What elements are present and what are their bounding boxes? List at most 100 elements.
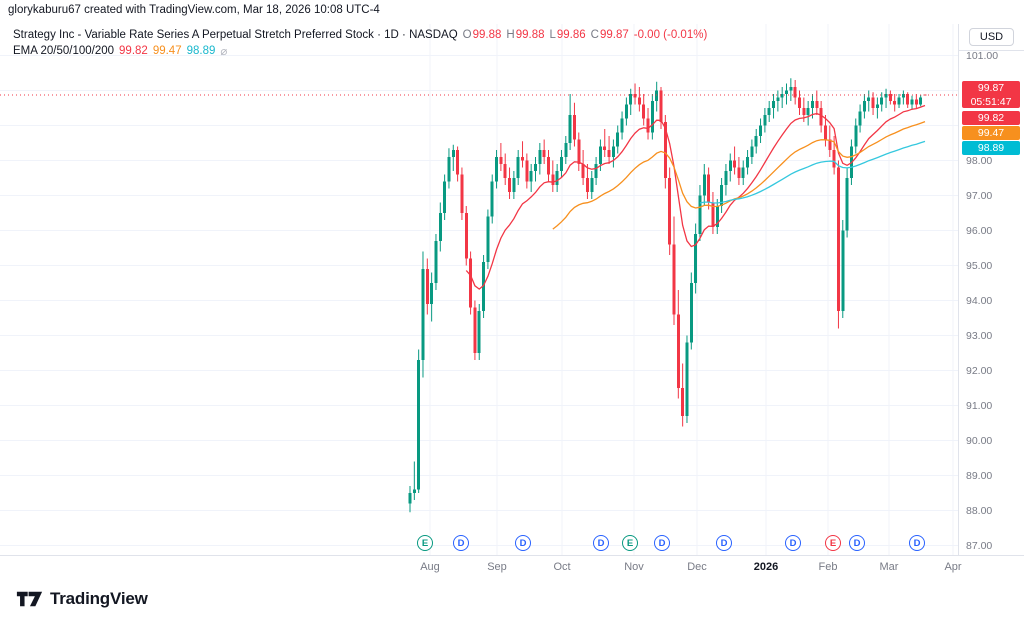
time-label-2026: 2026	[753, 561, 779, 573]
candle-body	[841, 230, 845, 311]
time-label-nov: Nov	[624, 561, 644, 573]
candle-body	[564, 143, 568, 157]
dividend-marker[interactable]: D	[515, 535, 531, 551]
candle-body	[538, 150, 542, 164]
candle-body	[862, 101, 866, 112]
candle-body	[659, 90, 663, 122]
ema-line-ema100[interactable]	[699, 140, 926, 204]
candle-body	[490, 181, 494, 217]
dividend-marker[interactable]: D	[716, 535, 732, 551]
currency-button[interactable]: USD	[968, 28, 1015, 46]
price-tick: 87.00	[966, 539, 993, 552]
candle-body	[611, 146, 615, 157]
candle-body	[793, 87, 797, 98]
candle-body	[542, 150, 546, 157]
candle-body	[707, 174, 711, 203]
candle-body	[663, 122, 667, 178]
earnings-marker[interactable]: E	[622, 535, 638, 551]
candle-body	[668, 178, 672, 245]
candle-body	[823, 125, 827, 140]
candle-body	[780, 94, 784, 98]
candle-body	[572, 115, 576, 140]
ema-legend-row[interactable]: EMA 20/50/100/200 99.82 99.47 98.89 ⌀	[13, 43, 707, 59]
time-label-aug: Aug	[420, 561, 440, 573]
time-label-sep: Sep	[487, 561, 507, 573]
ema-line-ema20[interactable]	[465, 104, 926, 290]
earnings-marker[interactable]: E	[825, 535, 841, 551]
symbol-legend-row[interactable]: Strategy Inc - Variable Rate Series A Pe…	[13, 27, 707, 43]
candle-body	[482, 262, 486, 311]
candle-body	[888, 94, 892, 101]
candle-body	[585, 178, 589, 192]
dividend-marker[interactable]: D	[593, 535, 609, 551]
candle-body	[919, 97, 923, 105]
time-label-apr: Apr	[944, 561, 962, 573]
candle-body	[832, 150, 836, 168]
candle-body	[733, 160, 737, 168]
chart-canvas[interactable]	[0, 24, 958, 555]
symbol-title[interactable]: Strategy Inc - Variable Rate Series A Pe…	[13, 29, 458, 41]
candle-body	[469, 258, 473, 308]
candle-body	[464, 213, 468, 259]
open-label: O	[462, 29, 472, 41]
candle-body	[646, 118, 650, 133]
candle-body	[581, 164, 585, 178]
candle-body	[559, 157, 563, 171]
currency-cell: USD	[959, 24, 1024, 51]
candle-body	[516, 157, 520, 178]
candle-body	[676, 314, 680, 388]
close-label: C	[590, 29, 599, 41]
price-axis[interactable]: USD 101.00 98.00 97.00 96.00 95.00 94.00 93.00…	[958, 24, 1024, 555]
ema-line-ema50[interactable]	[552, 120, 926, 230]
high-label: H	[506, 29, 515, 41]
candle-body	[620, 118, 624, 133]
candle-body	[508, 178, 512, 192]
candle-body	[568, 115, 572, 143]
candle-body	[897, 97, 901, 105]
candle-body	[633, 94, 637, 98]
candle-body	[720, 185, 724, 206]
candle-body	[910, 99, 914, 105]
candle-body	[546, 157, 550, 175]
candle-body	[711, 202, 715, 227]
candle-body	[737, 167, 741, 178]
candle-body	[802, 108, 806, 115]
candle-body	[525, 160, 529, 182]
candle-body	[434, 241, 438, 283]
close-value: 99.87	[599, 29, 629, 41]
candle-body	[616, 132, 620, 147]
candle-body	[577, 139, 581, 164]
price-tick: 93.00	[966, 329, 993, 342]
earnings-marker[interactable]: E	[417, 535, 433, 551]
dividend-marker[interactable]: D	[909, 535, 925, 551]
ema20-value: 99.82	[119, 45, 148, 57]
candle-body	[438, 213, 442, 241]
candle-body	[477, 311, 481, 353]
candle-body	[867, 97, 871, 101]
tradingview-wordmark: TradingView	[50, 589, 148, 608]
candle-body	[767, 108, 771, 115]
candle-body	[443, 181, 447, 213]
open-value: 99.88	[472, 29, 502, 41]
candle-body	[456, 150, 460, 175]
dividend-marker[interactable]: D	[785, 535, 801, 551]
candle-body	[871, 97, 875, 108]
candle-body	[629, 94, 633, 105]
ema200-null-value: ⌀	[220, 46, 228, 58]
time-axis[interactable]: Aug Sep Oct Nov Dec 2026 Feb Mar Apr	[0, 555, 1024, 580]
candle-body	[741, 167, 745, 178]
chart-pane[interactable]: Strategy Inc - Variable Rate Series A Pe…	[0, 24, 958, 555]
candle-body	[521, 157, 525, 161]
ema100-price-badge: 98.89	[962, 141, 1020, 156]
dividend-marker[interactable]: D	[849, 535, 865, 551]
footer-brand[interactable]: TradingView	[16, 589, 148, 609]
dividend-marker[interactable]: D	[453, 535, 469, 551]
change-value: -0.00 (-0.01%)	[633, 29, 708, 41]
dividend-marker[interactable]: D	[654, 535, 670, 551]
candle-body	[503, 164, 507, 178]
price-tick: 91.00	[966, 399, 993, 412]
candle-body	[884, 94, 888, 98]
candle-body	[754, 136, 758, 147]
ema-indicator-label[interactable]: EMA 20/50/100/200	[13, 45, 115, 57]
candle-body	[473, 307, 477, 353]
